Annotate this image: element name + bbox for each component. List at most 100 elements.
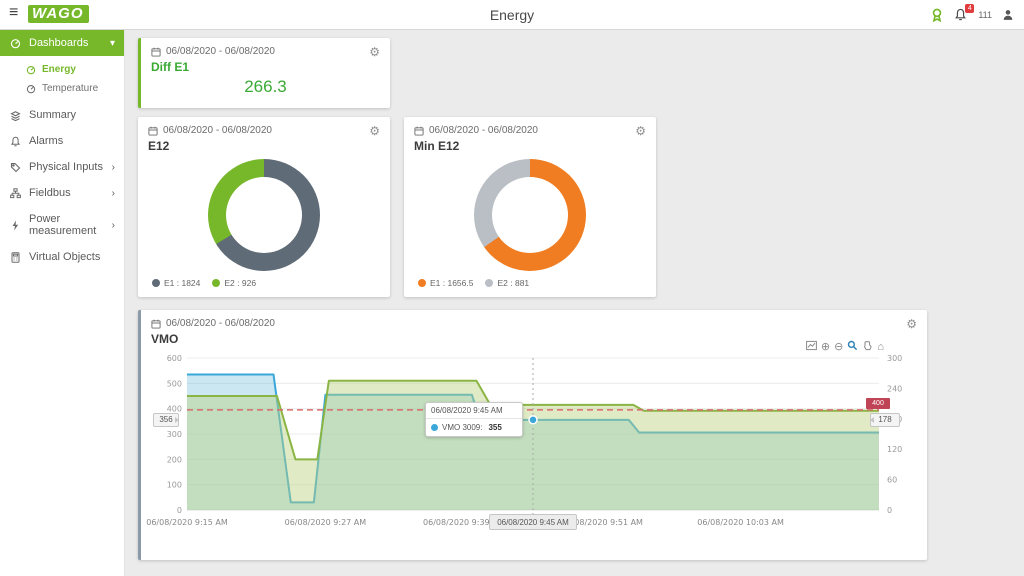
calendar-icon xyxy=(414,126,424,136)
widget-min-e12: 06/08/2020 - 06/08/2020 ⚙ Min E12 E1 : 1… xyxy=(404,117,656,297)
hamburger-menu-icon[interactable]: ≡ xyxy=(9,4,19,21)
sidebar-item-label: Energy xyxy=(42,64,76,75)
legend-item: E1 : 1824 xyxy=(152,278,200,288)
tag-icon xyxy=(10,162,21,172)
user-icon[interactable] xyxy=(1002,8,1016,22)
sidebar-item-summary[interactable]: Summary xyxy=(0,102,124,128)
svg-text:500: 500 xyxy=(167,379,182,388)
zoom-in-icon[interactable]: ⊕ xyxy=(820,340,831,353)
vmo-line-plot: 010020030040050060006012018024030006/08/… xyxy=(146,354,902,527)
sidebar-item-temperature[interactable]: Temperature xyxy=(0,79,124,98)
date-range: 06/08/2020 - 06/08/2020 xyxy=(166,46,275,57)
zoom-out-icon[interactable]: ⊖ xyxy=(834,340,844,353)
sidebar-item-label: Summary xyxy=(29,109,77,121)
svg-text:06/08/2020 9:39 AM: 06/08/2020 9:39 AM xyxy=(423,518,505,527)
svg-text:60: 60 xyxy=(887,476,897,485)
sidebar-item-label: Alarms xyxy=(29,135,64,147)
dashboard-main: 06/08/2020 - 06/08/2020 ⚙ Diff E1 266.3 … xyxy=(125,30,1024,576)
svg-text:200: 200 xyxy=(167,455,182,464)
widget-title: E12 xyxy=(148,139,170,153)
tooltip-body: VMO 3009: 355 xyxy=(426,419,522,436)
widget-vmo: 06/08/2020 - 06/08/2020 ⚙ VMO 0 100 200 300… xyxy=(138,310,927,560)
gauge-icon xyxy=(26,65,36,74)
chevron-right-icon: › xyxy=(111,187,115,199)
home-icon[interactable]: ⌂ xyxy=(877,340,884,353)
e12-donut-chart[interactable] xyxy=(208,159,320,271)
topbar-actions: 4 111 xyxy=(930,0,1016,30)
svg-text:240: 240 xyxy=(887,384,902,393)
svg-text:06/08/2020 9:51 AM: 06/08/2020 9:51 AM xyxy=(561,518,643,527)
username: 111 xyxy=(978,10,992,20)
page-title: Energy xyxy=(489,7,535,23)
tooltip-series-dot xyxy=(431,423,438,431)
sidebar-item-physical-inputs[interactable]: Physical Inputs › xyxy=(0,154,124,180)
vmo-chart-area[interactable]: 010020030040050060006012018024030006/08/… xyxy=(146,340,916,547)
line-chart-icon[interactable] xyxy=(806,340,817,354)
sidebar-item-energy[interactable]: Energy xyxy=(0,60,124,79)
svg-text:600: 600 xyxy=(167,354,182,363)
sidebar-item-label: Virtual Objects xyxy=(29,251,101,263)
tooltip-series-label: VMO 3009: xyxy=(442,422,483,432)
chart-tooltip: 06/08/2020 9:45 AM VMO 3009: 355 xyxy=(425,401,523,437)
svg-text:0: 0 xyxy=(887,506,892,515)
gauge-icon xyxy=(10,38,21,48)
gear-icon[interactable]: ⚙ xyxy=(635,123,646,138)
notifications-bell-icon[interactable]: 4 xyxy=(954,4,975,22)
chevron-right-icon: › xyxy=(111,219,115,231)
sidebar-item-label: Temperature xyxy=(42,83,99,94)
svg-text:120: 120 xyxy=(887,445,902,454)
sidebar-item-fieldbus[interactable]: Fieldbus › xyxy=(0,180,124,206)
alarm-count-badge: 4 xyxy=(965,4,975,13)
layers-icon xyxy=(10,110,21,121)
svg-text:06/08/2020 9:15 AM: 06/08/2020 9:15 AM xyxy=(146,518,228,527)
sidebar-item-label: Fieldbus xyxy=(29,187,71,199)
svg-text:300: 300 xyxy=(887,354,902,363)
topbar: ≡ WAGO Energy 4 111 xyxy=(0,0,1024,30)
chart-toolbar: ⊕ ⊖ ⌂ xyxy=(806,340,884,354)
calendar-icon xyxy=(151,319,161,329)
sidebar-item-power-measurement[interactable]: Power measurement › xyxy=(0,206,124,244)
sidebar-item-dashboards[interactable]: Dashboards ▾ xyxy=(0,30,124,56)
svg-text:06/08/2020 9:27 AM: 06/08/2020 9:27 AM xyxy=(285,518,367,527)
min-e12-legend: E1 : 1656.5 E2 : 881 xyxy=(418,278,529,288)
sidebar-item-virtual-objects[interactable]: Virtual Objects xyxy=(0,244,124,270)
bolt-icon xyxy=(12,220,19,230)
e12-legend: E1 : 1824 E2 : 926 xyxy=(152,278,256,288)
bell-icon xyxy=(10,136,21,146)
tooltip-value: 355 xyxy=(488,422,502,432)
svg-text:100: 100 xyxy=(167,481,182,490)
sitemap-icon xyxy=(10,187,21,198)
gear-icon[interactable]: ⚙ xyxy=(369,123,380,138)
widget-title: Diff E1 xyxy=(151,60,190,74)
legend-item: E2 : 881 xyxy=(485,278,529,288)
legend-item: E2 : 926 xyxy=(212,278,256,288)
widget-e12: 06/08/2020 - 06/08/2020 ⚙ E12 E1 : 1824 … xyxy=(138,117,390,297)
pan-hand-icon[interactable] xyxy=(862,340,873,354)
date-range: 06/08/2020 - 06/08/2020 xyxy=(163,125,272,136)
calendar-icon xyxy=(148,126,158,136)
chevron-down-icon: ▾ xyxy=(109,37,115,49)
widget-title: Min E12 xyxy=(414,139,460,153)
box-zoom-icon[interactable] xyxy=(847,340,858,354)
gear-icon[interactable]: ⚙ xyxy=(906,316,917,331)
award-icon[interactable] xyxy=(930,8,944,23)
svg-text:300: 300 xyxy=(167,430,182,439)
svg-text:0: 0 xyxy=(177,506,182,515)
widget-diff-e1: 06/08/2020 - 06/08/2020 ⚙ Diff E1 266.3 xyxy=(138,38,390,108)
calculator-icon xyxy=(11,251,20,263)
min-e12-donut-chart[interactable] xyxy=(474,159,586,271)
calendar-icon xyxy=(151,47,161,57)
legend-item: E1 : 1656.5 xyxy=(418,278,473,288)
legend-dot xyxy=(152,279,160,287)
sidebar-item-label: Power measurement xyxy=(29,213,97,237)
wago-logo: WAGO xyxy=(28,5,89,23)
diff-e1-value: 266.3 xyxy=(244,77,287,96)
svg-text:06/08/2020 10:03 AM: 06/08/2020 10:03 AM xyxy=(697,518,784,527)
crosshair-yleft-label: 356 xyxy=(153,412,179,427)
gear-icon[interactable]: ⚙ xyxy=(369,44,380,59)
sidebar-item-alarms[interactable]: Alarms xyxy=(0,128,124,154)
date-range: 06/08/2020 - 06/08/2020 xyxy=(429,125,538,136)
legend-dot xyxy=(212,279,221,287)
sidebar: Dashboards ▾ Energy Temperature Summary … xyxy=(0,30,125,576)
legend-dot xyxy=(485,279,494,287)
